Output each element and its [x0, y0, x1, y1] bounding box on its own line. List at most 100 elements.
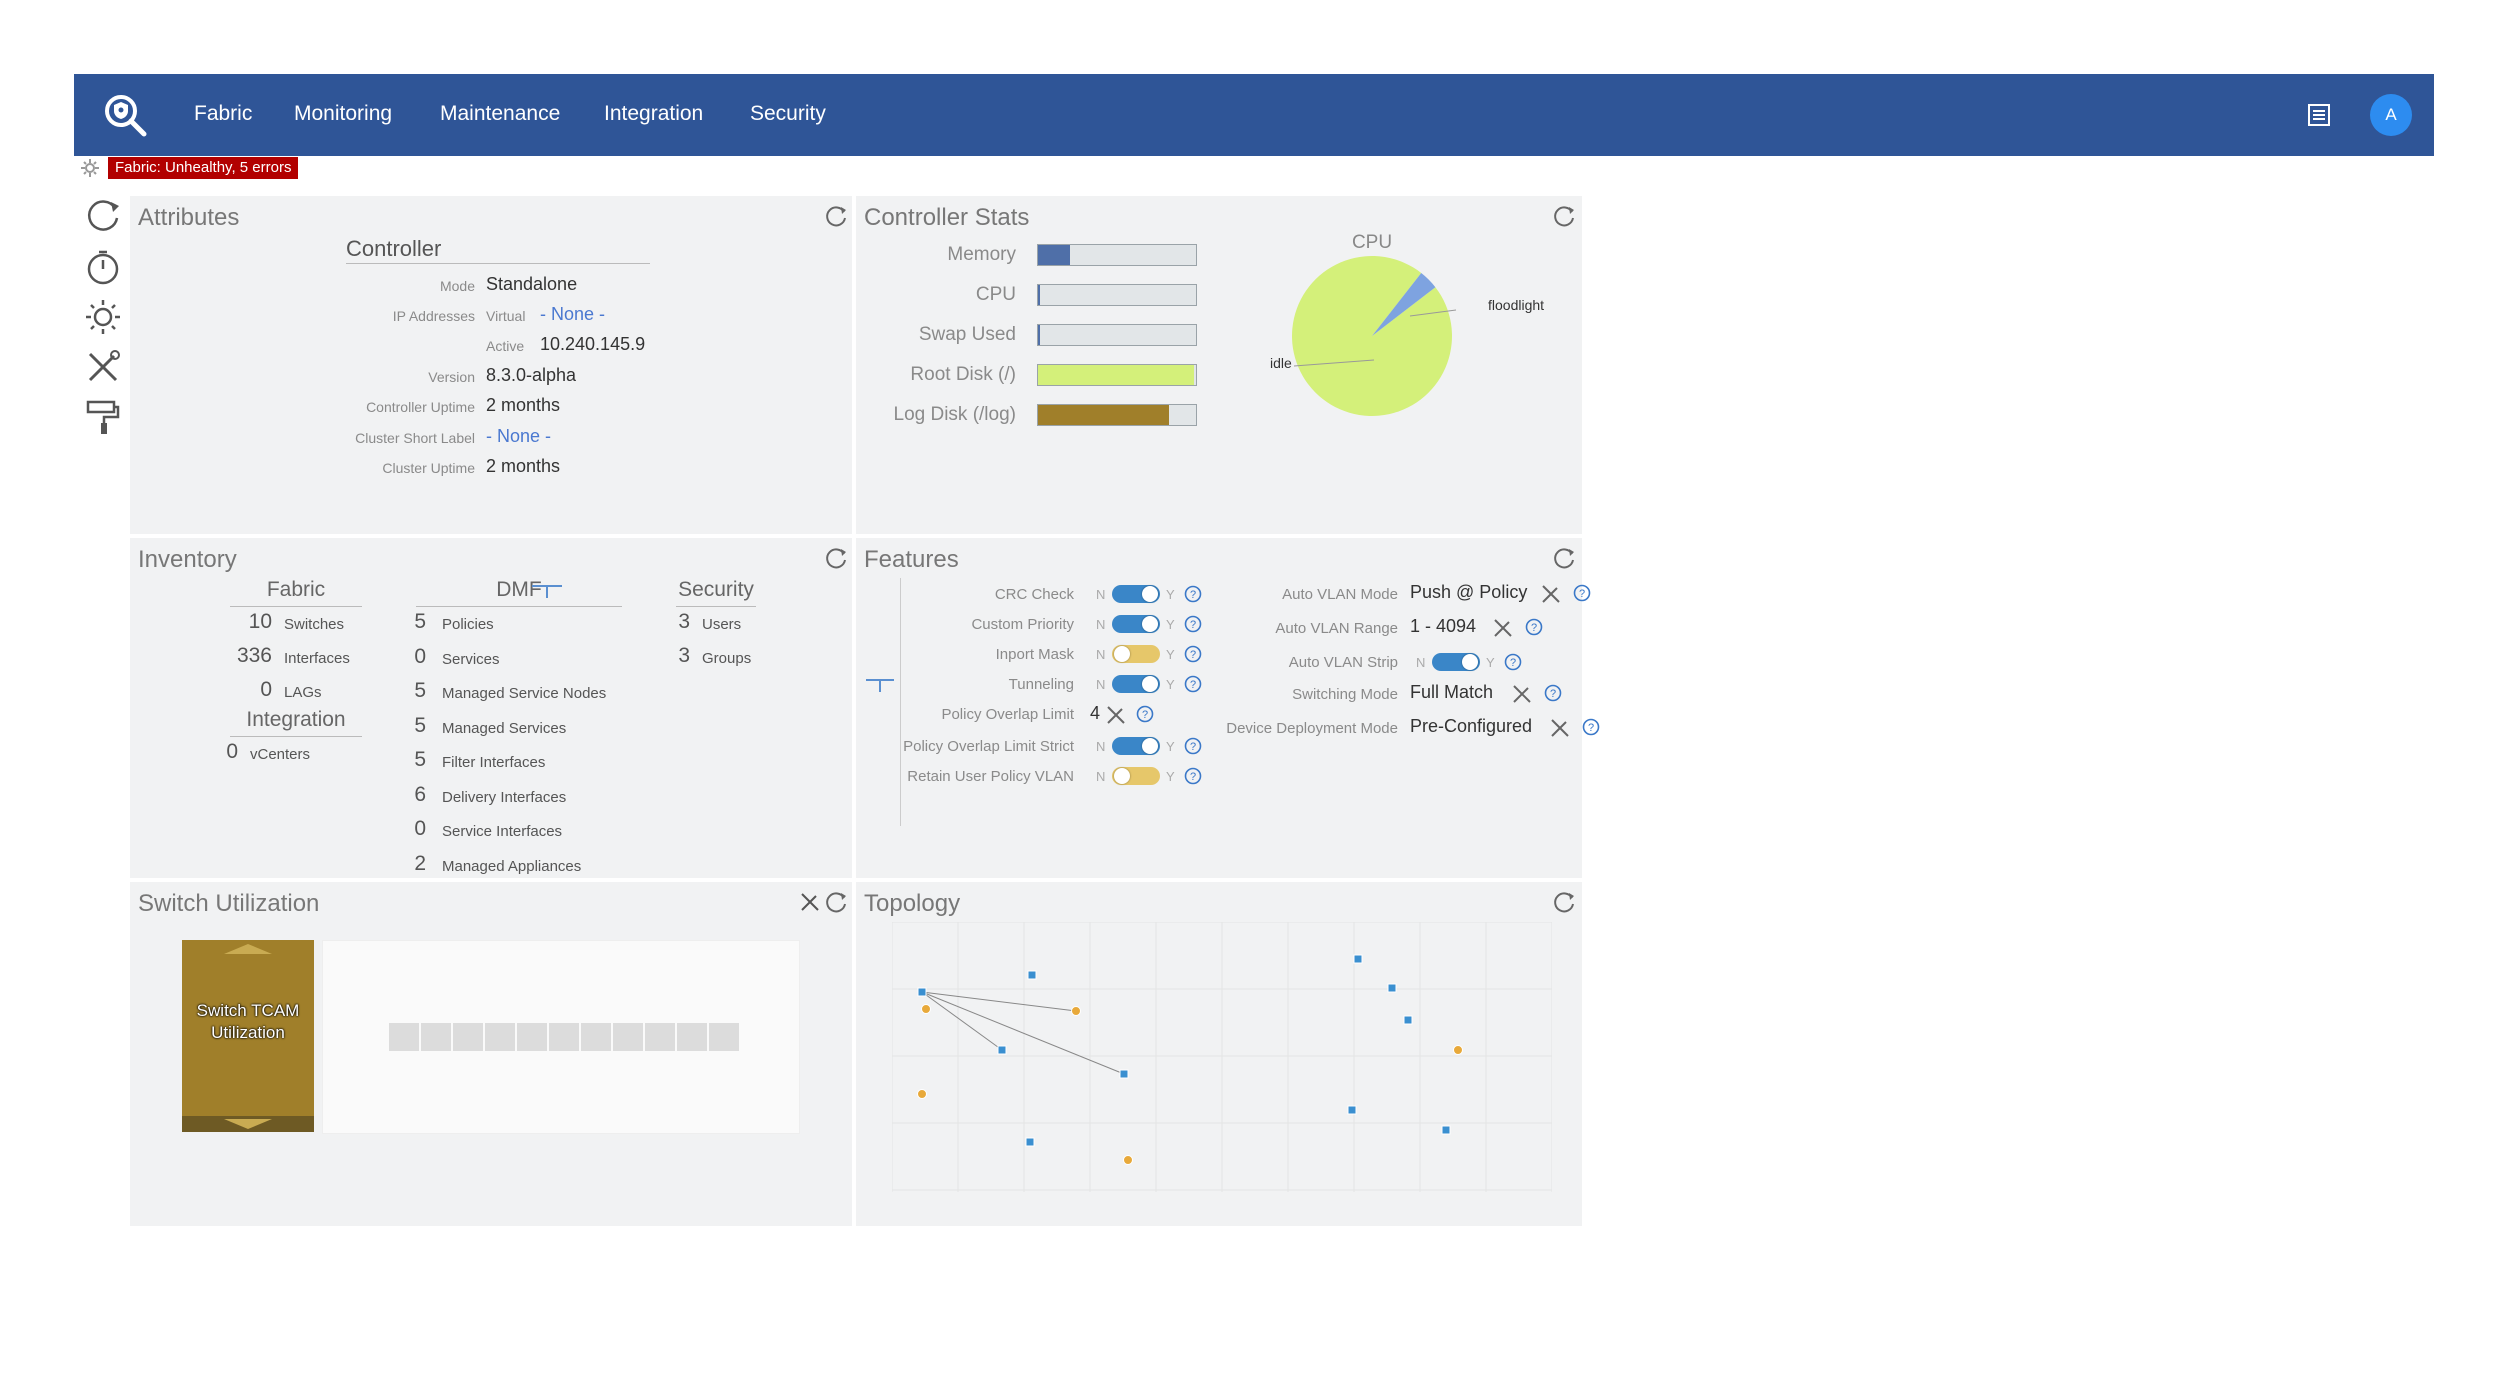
list-icon[interactable] [2308, 104, 2330, 126]
timer-icon[interactable] [84, 248, 122, 286]
vcenters-count[interactable]: 0 [226, 740, 238, 763]
feature-toggle[interactable] [1112, 767, 1160, 785]
status-gear-icon[interactable] [80, 158, 100, 178]
dmf-count[interactable]: 0 [414, 644, 426, 668]
topology-graph[interactable] [892, 922, 1552, 1192]
nav-integration[interactable]: Integration [604, 102, 704, 125]
tcam-utilization-card[interactable]: Switch TCAM Utilization [182, 940, 314, 1132]
switch-node[interactable] [1025, 1137, 1035, 1147]
feature-toggle[interactable] [1112, 737, 1160, 755]
status-badge[interactable]: Fabric: Unhealthy, 5 errors [108, 157, 299, 179]
avatar[interactable]: A [2370, 94, 2412, 136]
topology-refresh-icon[interactable] [1552, 890, 1576, 914]
nav-maintenance[interactable]: Maintenance [440, 102, 561, 125]
help-icon[interactable]: ? [1544, 684, 1562, 702]
feature-toggle[interactable] [1112, 645, 1160, 663]
dmf-count[interactable]: 5 [414, 713, 426, 737]
features-refresh-icon[interactable] [1552, 546, 1576, 570]
edit-tools-icon[interactable] [1541, 584, 1561, 604]
switch-node[interactable] [997, 1045, 1007, 1055]
lags-count[interactable]: 0 [260, 678, 272, 701]
feature-toggle[interactable] [1112, 675, 1160, 693]
help-icon[interactable]: ? [1573, 584, 1591, 602]
paint-roller-icon[interactable] [84, 398, 122, 436]
dmf-label[interactable]: Service Interfaces [442, 823, 563, 840]
vcenters-label[interactable]: vCenters [250, 746, 311, 763]
sun-icon[interactable] [84, 298, 122, 336]
expand-icon[interactable] [532, 584, 562, 598]
dmf-label[interactable]: Managed Service Nodes [442, 685, 607, 702]
help-icon[interactable]: ? [1582, 718, 1600, 736]
dmf-count[interactable]: 5 [414, 610, 426, 633]
host-node[interactable] [1123, 1155, 1133, 1165]
switch-node[interactable] [1387, 983, 1397, 993]
dmf-count[interactable]: 0 [414, 817, 426, 840]
dmf-label[interactable]: Services [442, 650, 500, 668]
switch-utilization-tools-icon[interactable] [800, 892, 820, 912]
groups-label[interactable]: Groups [702, 650, 752, 667]
nav-fabric[interactable]: Fabric [194, 102, 253, 125]
help-icon[interactable]: ? [1184, 615, 1202, 633]
help-icon[interactable]: ? [1525, 618, 1543, 636]
dmf-label[interactable]: Filter Interfaces [442, 754, 546, 771]
dmf-label[interactable]: Policies [442, 616, 494, 633]
attributes-refresh-icon[interactable] [824, 204, 848, 228]
feature-toggle[interactable] [1112, 615, 1160, 633]
toggle-knob [1142, 616, 1158, 632]
lags-label[interactable]: LAGs [284, 684, 322, 701]
dmf-label[interactable]: Delivery Interfaces [442, 788, 567, 806]
dmf-count[interactable]: 2 [414, 851, 426, 875]
groups-count[interactable]: 3 [678, 644, 690, 667]
nav-security[interactable]: Security [750, 102, 826, 125]
dmf-count[interactable]: 6 [414, 782, 426, 806]
switch-node[interactable] [1119, 1069, 1129, 1079]
controller-stats-title: Controller Stats [864, 204, 1030, 231]
help-icon[interactable]: ? [1136, 705, 1154, 723]
nav-monitoring[interactable]: Monitoring [294, 102, 393, 125]
help-icon[interactable]: ? [1184, 767, 1202, 785]
host-node[interactable] [1071, 1006, 1081, 1016]
logo-icon[interactable] [102, 92, 148, 138]
feature-toggle[interactable] [1432, 653, 1480, 671]
users-label[interactable]: Users [702, 616, 742, 633]
inventory-refresh-icon[interactable] [824, 546, 848, 570]
switch-node[interactable] [1441, 1125, 1451, 1135]
switch-node[interactable] [1403, 1015, 1413, 1025]
switch-utilization-refresh-icon[interactable] [824, 890, 848, 914]
scroll-down-icon[interactable] [224, 1119, 272, 1129]
collapse-icon[interactable] [866, 678, 894, 692]
switch-node[interactable] [1027, 970, 1037, 980]
switch-node[interactable] [917, 987, 927, 997]
host-node[interactable] [921, 1004, 931, 1014]
switch-node[interactable] [1347, 1105, 1357, 1115]
controller-uptime-value: 2 months [486, 395, 561, 415]
scroll-up-icon[interactable] [224, 944, 272, 954]
help-icon[interactable]: ? [1504, 653, 1522, 671]
interfaces-count[interactable]: 336 [236, 644, 272, 667]
interfaces-label[interactable]: Interfaces [284, 650, 350, 667]
edit-tools-icon[interactable] [1493, 618, 1513, 638]
dmf-label[interactable]: Managed Services [442, 719, 567, 737]
host-node[interactable] [1453, 1045, 1463, 1055]
switch-node[interactable] [1353, 954, 1363, 964]
dmf-count[interactable]: 5 [414, 679, 426, 702]
help-icon[interactable]: ? [1184, 737, 1202, 755]
edit-tools-icon[interactable] [1106, 705, 1126, 725]
dmf-label[interactable]: Managed Appliances [442, 857, 582, 875]
controller-stats-refresh-icon[interactable] [1552, 204, 1576, 228]
feature-toggle[interactable] [1112, 585, 1160, 603]
refresh-all-icon[interactable] [84, 196, 122, 234]
cluster-short-label-value[interactable]: - None - [486, 426, 552, 446]
edit-tools-icon[interactable] [1512, 684, 1532, 704]
switches-count[interactable]: 10 [248, 610, 272, 633]
tools-icon[interactable] [84, 348, 122, 386]
host-node[interactable] [917, 1089, 927, 1099]
edit-tools-icon[interactable] [1550, 718, 1570, 738]
help-icon[interactable]: ? [1184, 585, 1202, 603]
dmf-count[interactable]: 5 [414, 748, 426, 771]
switches-label[interactable]: Switches [284, 616, 345, 633]
virtual-ip-value[interactable]: - None - [540, 304, 606, 324]
users-count[interactable]: 3 [678, 610, 690, 633]
help-icon[interactable]: ? [1184, 645, 1202, 663]
help-icon[interactable]: ? [1184, 675, 1202, 693]
